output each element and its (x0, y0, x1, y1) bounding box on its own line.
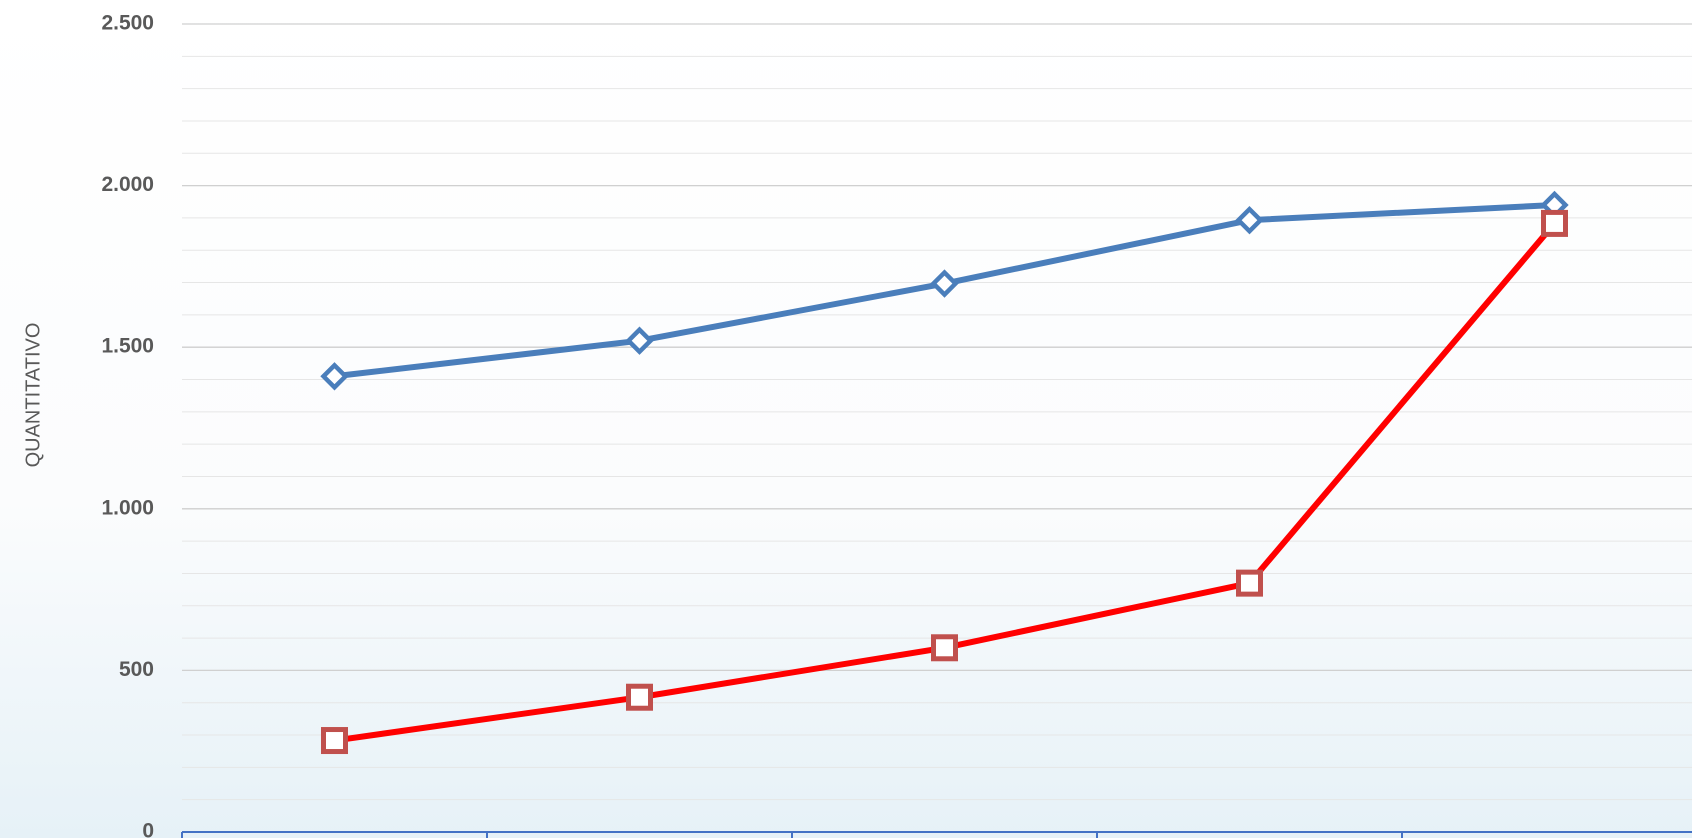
y-axis-label: QUANTITATIVO (22, 323, 44, 468)
y-tick-label: 500 (119, 658, 154, 681)
marker (626, 683, 653, 711)
marker (625, 326, 654, 355)
y-tick-label: 0 (142, 820, 154, 838)
marker (1236, 569, 1263, 597)
y-tick-label: 2.500 (101, 12, 154, 35)
marker (930, 269, 959, 298)
y-tick-label: 1.000 (101, 496, 154, 519)
marker (1541, 209, 1568, 237)
marker (321, 727, 348, 755)
y-tick-label: 2.000 (101, 173, 154, 196)
marker (1235, 206, 1264, 235)
y-tick-label: 1.500 (101, 335, 154, 358)
marker (931, 634, 958, 662)
marker (320, 362, 349, 391)
